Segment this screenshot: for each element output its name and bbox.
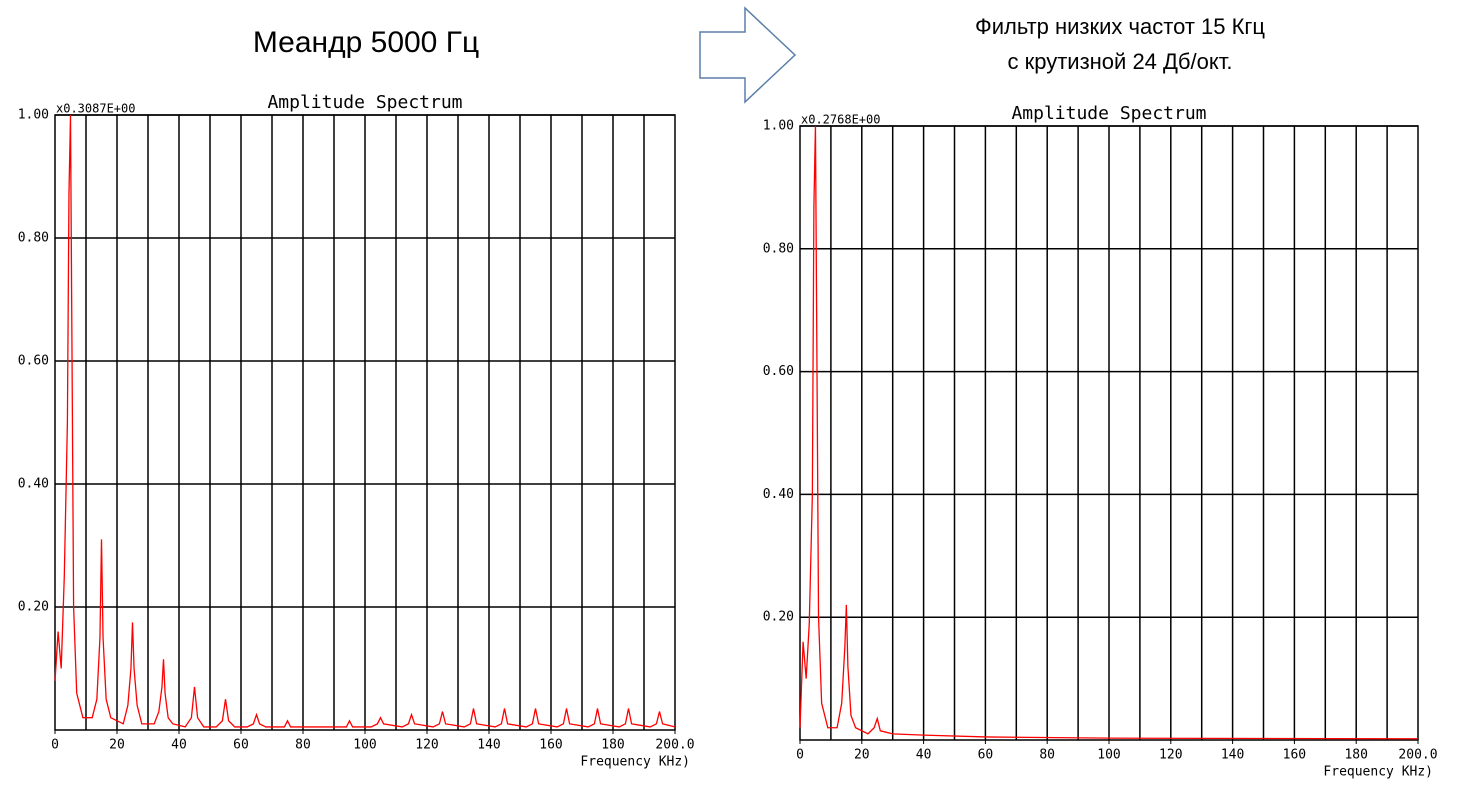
x-tick-label: 140	[1221, 748, 1244, 763]
caption: Меандр 5000 Гц	[253, 26, 479, 59]
x-tick-label: 40	[171, 738, 187, 753]
plot-frame	[799, 125, 1419, 741]
y-tick-label: 0.40	[18, 477, 49, 492]
x-tick-label: 20	[109, 738, 125, 753]
spectrum-line	[799, 125, 1419, 740]
x-axis-label: Frequency KHz)	[1323, 765, 1433, 780]
caption: с крутизной 24 Дб/окт.	[1007, 49, 1232, 74]
x-tick-label: 0	[796, 748, 804, 763]
y-tick-label: 0.60	[763, 364, 794, 379]
y-tick-label: 0.60	[18, 354, 49, 369]
x-tick-label: 120	[415, 738, 438, 753]
arrow	[699, 6, 797, 104]
spectrum-line	[54, 114, 676, 728]
x-tick-label: 100	[1097, 748, 1120, 763]
x-tick-label: 60	[233, 738, 249, 753]
plot-frame	[54, 114, 676, 731]
y-tick-label: 0.80	[18, 231, 49, 246]
x-tick-label: 180	[1344, 748, 1367, 763]
chart-title: Amplitude Spectrum	[1011, 103, 1206, 124]
x-tick-label: 60	[978, 748, 994, 763]
y-tick-label: 0.80	[763, 241, 794, 256]
x-tick-label: 160	[1283, 748, 1306, 763]
y-tick-label: 0.20	[18, 600, 49, 615]
chart-title: Amplitude Spectrum	[267, 92, 462, 113]
x-tick-label: 20	[854, 748, 870, 763]
x-tick-label: 0	[51, 738, 59, 753]
scale-note: x0.3087E+00	[56, 102, 135, 116]
x-tick-label: 200.0	[1398, 748, 1437, 763]
x-tick-label: 180	[601, 738, 624, 753]
y-tick-label: 0.20	[763, 610, 794, 625]
x-tick-label: 40	[916, 748, 932, 763]
scale-note: x0.2768E+00	[801, 113, 880, 127]
caption: Фильтр низких частот 15 Кгц	[975, 14, 1265, 39]
x-tick-label: 100	[353, 738, 376, 753]
x-tick-label: 80	[1039, 748, 1055, 763]
y-tick-label: 0.40	[763, 487, 794, 502]
x-tick-label: 200.0	[655, 738, 694, 753]
y-tick-label: 1.00	[763, 119, 794, 134]
x-tick-label: 160	[539, 738, 562, 753]
x-tick-label: 80	[295, 738, 311, 753]
x-tick-label: 140	[477, 738, 500, 753]
y-tick-label: 1.00	[18, 108, 49, 123]
x-axis-label: Frequency KHz)	[580, 755, 690, 770]
x-tick-label: 120	[1159, 748, 1182, 763]
